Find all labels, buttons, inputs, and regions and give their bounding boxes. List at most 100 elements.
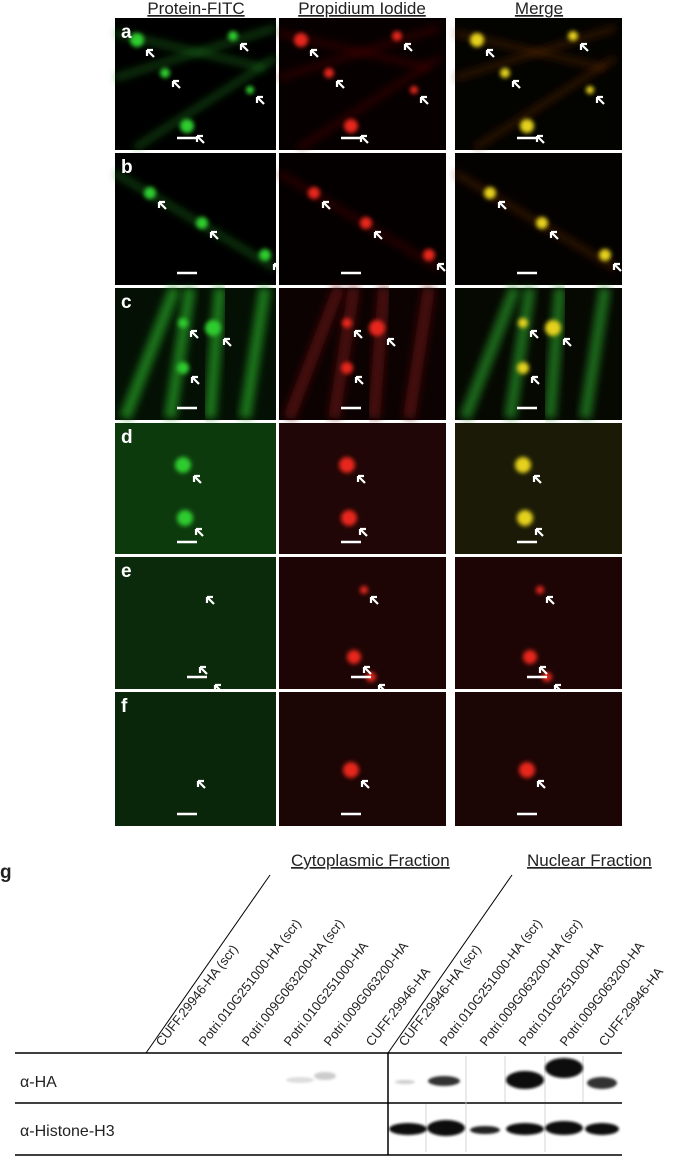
nucleus: [178, 318, 188, 328]
strand: [164, 287, 196, 419]
strand: [133, 55, 277, 151]
arrow: [386, 337, 396, 347]
panel-background: [279, 692, 446, 826]
arrow: [358, 527, 368, 537]
panel-background: [455, 557, 622, 689]
lane-divider: [145, 874, 271, 1054]
nucleus: [341, 362, 353, 374]
nucleus: [144, 187, 156, 199]
arrow: [373, 230, 383, 240]
micrograph-panel: [279, 423, 446, 554]
micrograph-panel: [279, 557, 446, 693]
strand: [277, 170, 441, 271]
nucleus: [160, 68, 170, 78]
arrow: [612, 262, 622, 272]
strand: [204, 287, 226, 419]
nucleus: [515, 457, 531, 473]
panel-background: [455, 692, 622, 826]
arrow: [194, 527, 204, 537]
arrow: [562, 337, 572, 347]
micrograph-panel: [279, 692, 446, 826]
micrograph-panel: [278, 18, 446, 151]
nucleus: [228, 31, 238, 41]
nucleus: [517, 362, 529, 374]
nucleus: [536, 586, 544, 594]
nucleus: [599, 249, 611, 261]
strand: [113, 170, 277, 271]
micrograph-panel: [114, 18, 277, 151]
arrow: [213, 683, 223, 693]
arrow: [353, 329, 363, 339]
row-label: c: [121, 292, 132, 313]
nucleus: [470, 33, 484, 47]
nucleus: [344, 119, 358, 133]
arrow: [549, 230, 559, 240]
arrow: [335, 79, 345, 89]
micrograph-panel: [455, 557, 622, 693]
arrow: [222, 337, 232, 347]
row-label: f: [121, 696, 128, 717]
micrograph-panel: [115, 557, 276, 693]
arrow: [205, 595, 215, 605]
micrograph-panel: [277, 153, 446, 285]
arrow: [356, 474, 366, 484]
arrow: [171, 79, 181, 89]
nucleus: [175, 457, 191, 473]
nucleus: [205, 320, 221, 336]
panel-label: g: [0, 862, 12, 883]
strand: [403, 287, 435, 419]
nucleus: [347, 650, 361, 664]
arrow: [595, 95, 605, 105]
arrow: [377, 683, 387, 693]
strand: [473, 55, 617, 151]
arrow: [157, 200, 167, 210]
nucleus: [568, 31, 578, 41]
micrograph-panel: [115, 692, 276, 826]
arrow: [511, 79, 521, 89]
arrow: [530, 375, 540, 385]
nucleus: [360, 586, 368, 594]
arrow: [369, 595, 379, 605]
micrograph-panel: [279, 285, 446, 421]
row-label: a: [121, 22, 132, 43]
fraction-header: Cytoplasmic Fraction: [291, 851, 450, 870]
arrow: [190, 375, 200, 385]
panel-background: [115, 557, 276, 689]
arrow: [354, 375, 364, 385]
column-header: Protein-FITC: [147, 0, 244, 18]
panel-background: [279, 423, 446, 554]
strand: [544, 287, 566, 419]
strand: [579, 287, 611, 419]
arrow: [534, 527, 544, 537]
nucleus: [517, 510, 533, 526]
nucleus: [180, 119, 194, 133]
arrow: [545, 595, 555, 605]
micrograph-panel: [115, 285, 276, 421]
arrow: [419, 95, 429, 105]
bands: [286, 1058, 619, 1136]
micrograph-panel: [115, 423, 276, 554]
arrow: [196, 779, 206, 789]
row-label: b: [121, 157, 133, 178]
nucleus: [246, 86, 254, 94]
nucleus: [259, 249, 271, 261]
nucleus: [484, 187, 496, 199]
panel-background: [115, 692, 276, 826]
arrow: [538, 665, 548, 675]
fraction-header: Nuclear Fraction: [527, 851, 652, 870]
arrow: [362, 665, 372, 675]
arrow: [239, 42, 249, 52]
arrow: [536, 779, 546, 789]
strand: [297, 55, 441, 151]
nucleus: [536, 217, 548, 229]
arrow: [360, 779, 370, 789]
nucleus: [339, 457, 355, 473]
row-label: e: [121, 561, 132, 582]
micrograph-panel: [455, 692, 622, 826]
row-label: d: [121, 427, 133, 448]
nucleus: [196, 217, 208, 229]
nucleus: [177, 362, 189, 374]
nucleus: [423, 249, 435, 261]
nucleus: [360, 217, 372, 229]
